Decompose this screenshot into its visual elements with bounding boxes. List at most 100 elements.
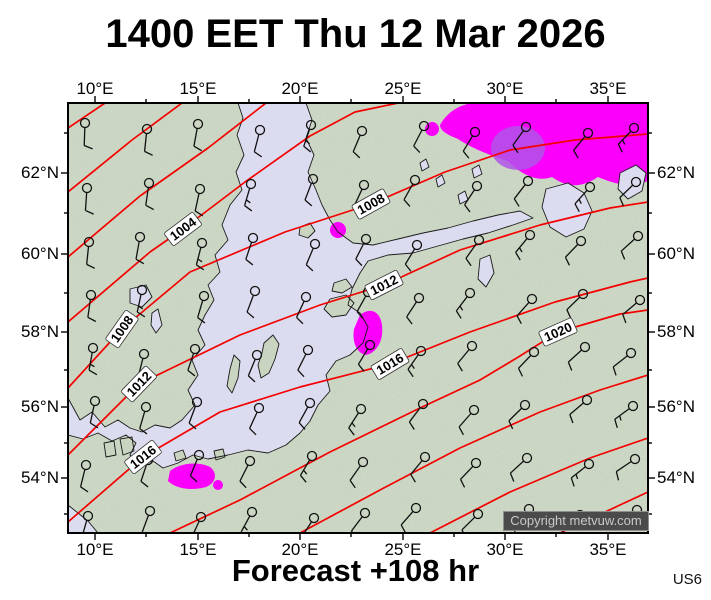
lon-label-bottom: 10°E (76, 540, 114, 559)
wind-barb (243, 178, 257, 212)
wind-barb (516, 293, 538, 325)
wind-barb (193, 511, 207, 533)
wind-barb (189, 449, 205, 483)
wind-barb (462, 126, 481, 159)
coastline-layer (68, 103, 647, 533)
wind-barb (574, 181, 596, 213)
wind-barb (143, 177, 155, 211)
lon-label-top: 10°E (76, 79, 114, 98)
isobar-label: 1016 (370, 348, 410, 380)
lat-label-left: 60°N (21, 244, 59, 263)
wind-barb (508, 399, 531, 430)
wind-barb (457, 340, 478, 372)
lon-label-bottom: 35°E (589, 540, 627, 559)
wind-barb (410, 451, 431, 483)
map-frame (67, 102, 649, 534)
forecast-hour-label: Forecast +108 hr (231, 553, 480, 588)
wind-barb (85, 289, 97, 323)
wind-barb (570, 458, 595, 487)
wind-barb (295, 291, 312, 325)
wind-barb (620, 230, 644, 260)
wind-barb-layer (79, 117, 646, 533)
wind-barb (569, 394, 593, 424)
wind-barb (303, 512, 320, 533)
wind-barb (195, 237, 208, 271)
wind-barb (188, 396, 203, 430)
wind-barb (614, 400, 639, 429)
wind-barb (455, 287, 476, 319)
wind-barb (567, 341, 591, 371)
wind-barb (79, 459, 92, 493)
wind-barb (407, 345, 427, 378)
lat-label-right: 58°N (657, 322, 695, 341)
wind-barb (249, 402, 265, 436)
copyright-watermark: Copyright metvuw.com (503, 511, 649, 531)
lon-label-top: 20°E (281, 79, 319, 98)
wind-barb (79, 117, 93, 150)
wind-barb (298, 397, 316, 430)
wind-barb (141, 123, 153, 156)
lat-label-left: 54°N (21, 468, 59, 487)
wind-barb (612, 347, 637, 376)
lat-label-left: 56°N (21, 397, 59, 416)
page-title: 1400 EET Thu 12 Mar 2026 (105, 12, 606, 56)
wind-barb (239, 455, 256, 489)
wind-barb (299, 450, 318, 483)
lat-label-left: 62°N (21, 163, 59, 182)
wind-barb (246, 285, 261, 319)
lon-label-bottom: 20°E (281, 540, 319, 559)
wind-barb (297, 344, 314, 378)
lon-label-top: 15°E (179, 79, 217, 98)
wind-barb (615, 453, 641, 481)
wind-barb (352, 125, 368, 159)
wind-barb (400, 502, 422, 533)
wind-barb (622, 294, 646, 324)
wind-barb (458, 404, 480, 436)
lat-label-right: 62°N (657, 163, 695, 182)
wind-barb (82, 510, 94, 533)
wind-barb (89, 395, 101, 429)
lon-label-bottom: 15°E (179, 540, 217, 559)
wind-barb (461, 508, 484, 533)
lat-label-left: 58°N (21, 322, 59, 341)
wind-barb (305, 238, 321, 272)
wind-barb (81, 182, 94, 215)
wind-barb (357, 339, 376, 372)
lat-label-right: 54°N (657, 468, 695, 487)
lat-label-right: 60°N (657, 244, 695, 263)
axis-ticks (61, 96, 655, 540)
map-area: 1004 1008 1008 1012 1012 1016 1016 1020 (61, 96, 655, 540)
wind-barb (192, 118, 204, 152)
wind-barb (355, 233, 372, 267)
wind-barb (83, 236, 96, 269)
wind-barb (619, 176, 642, 207)
sea-layer (68, 103, 533, 533)
lat-label-right: 56°N (657, 397, 695, 416)
wind-barb (404, 239, 423, 272)
lon-label-top: 35°E (589, 79, 627, 98)
wind-barb (253, 124, 266, 158)
wind-barb (564, 235, 587, 266)
wind-barb (134, 231, 146, 265)
wind-barb (517, 346, 540, 377)
wind-barb (187, 343, 201, 377)
wind-barb (303, 119, 317, 153)
wind-barb (413, 120, 430, 154)
lon-label-bottom: 30°E (486, 540, 524, 559)
wind-barb (348, 403, 367, 436)
wind-barb (465, 234, 485, 267)
wind-barb (459, 457, 482, 488)
wind-barb (515, 229, 536, 261)
wind-barb (304, 173, 319, 207)
lon-label-bottom: 25°E (384, 540, 422, 559)
wind-barb (245, 232, 259, 266)
lon-label-top: 25°E (384, 79, 422, 98)
lon-label-top: 30°E (486, 79, 524, 98)
wind-barb (136, 284, 148, 318)
wind-barb (512, 121, 532, 154)
wind-barb (403, 174, 421, 207)
wind-barb (513, 175, 534, 207)
wind-barb (141, 505, 156, 533)
